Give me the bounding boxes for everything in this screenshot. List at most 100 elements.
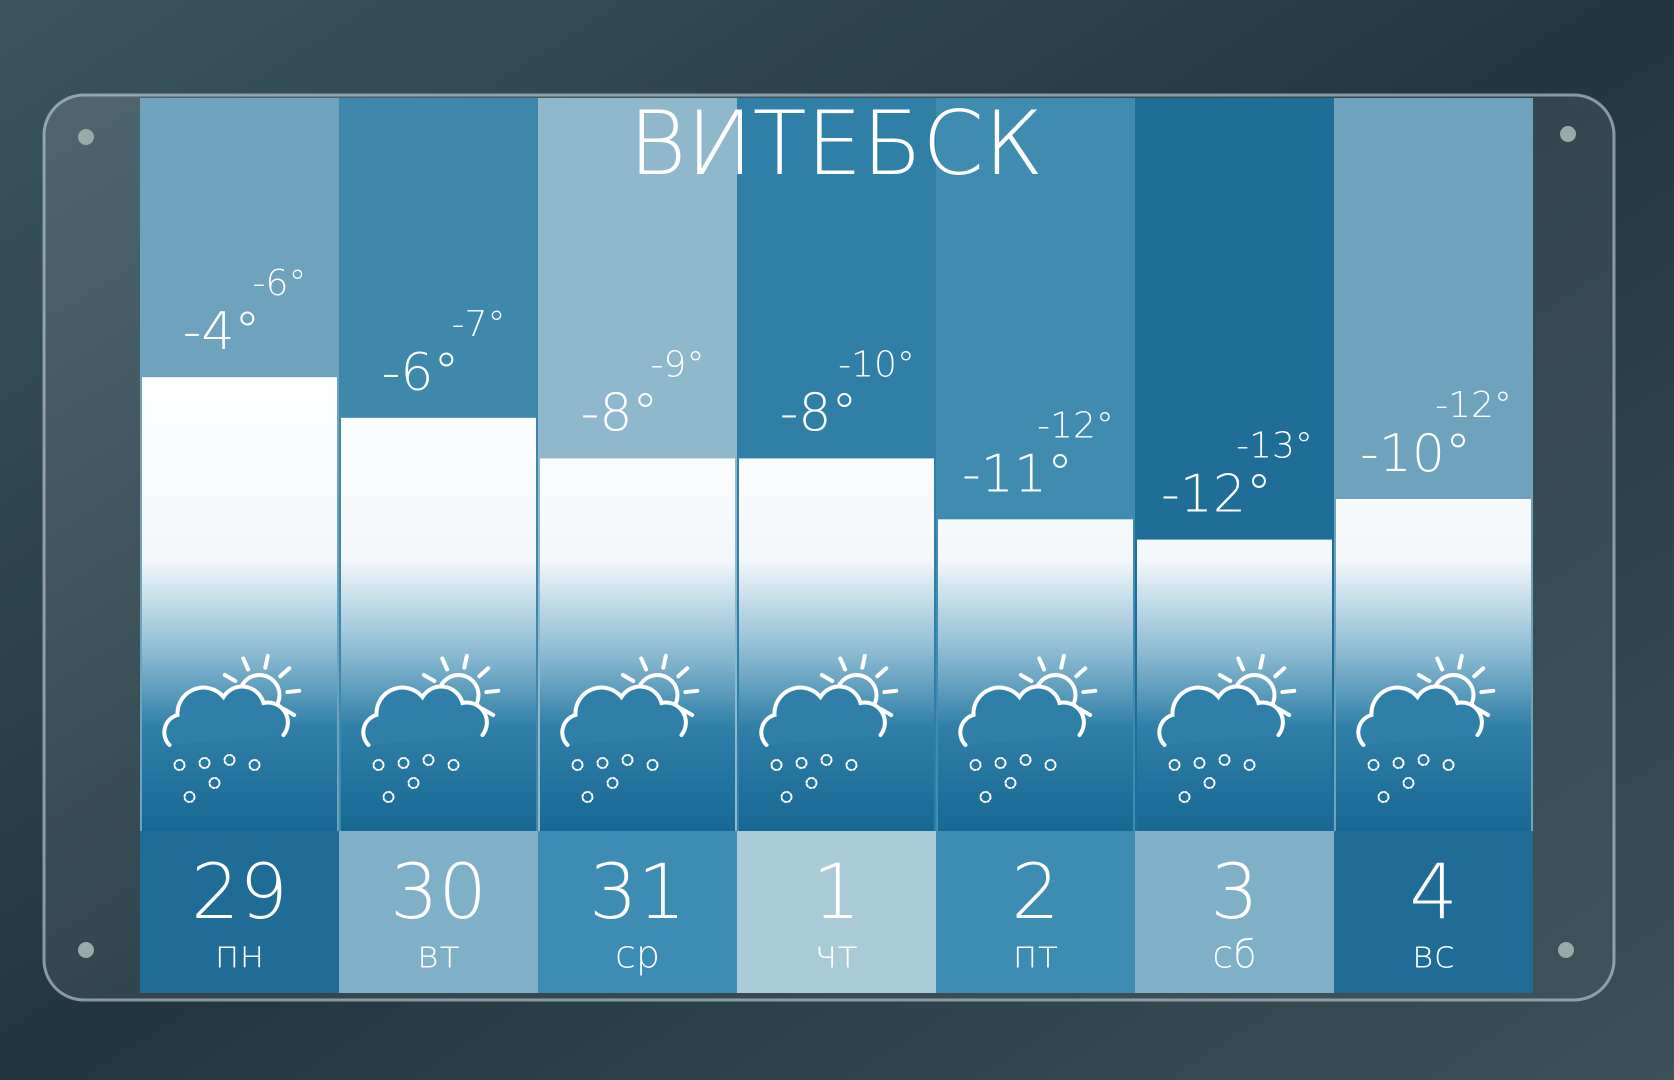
- sun-ray: [1059, 653, 1066, 670]
- night-temperature: -10°: [838, 344, 915, 385]
- weather-icon: [958, 653, 1098, 803]
- sun-ray: [263, 653, 270, 670]
- snowflake: [646, 759, 659, 771]
- sun-ray: [222, 673, 238, 683]
- date-band: [140, 831, 339, 993]
- sun-ray: [1273, 666, 1287, 679]
- sun-ray: [278, 666, 292, 679]
- sun-ray: [1280, 688, 1297, 695]
- weather-icon: [361, 653, 501, 803]
- day-temperature: -10°: [1360, 424, 1471, 484]
- weekday: пн: [215, 933, 265, 977]
- snowflake: [581, 791, 594, 803]
- sun-ray: [1074, 666, 1088, 679]
- date-band: [339, 831, 538, 993]
- snowflake: [1193, 757, 1206, 769]
- snowflake: [606, 777, 619, 789]
- date-band: [538, 831, 737, 993]
- snowflake: [1178, 791, 1191, 803]
- cloud: [759, 684, 887, 747]
- temperature-bar: [739, 458, 934, 831]
- day-temperature: -6°: [382, 343, 460, 403]
- snowflake: [795, 757, 808, 769]
- day-temperature: -8°: [780, 383, 858, 443]
- snowflake: [1367, 759, 1380, 771]
- sun-ray: [1472, 666, 1486, 679]
- date-band: [1334, 831, 1533, 993]
- cloud: [162, 684, 290, 747]
- sun-ray: [1081, 688, 1098, 695]
- weather-icon: [162, 653, 302, 803]
- date: 31: [589, 847, 686, 936]
- sun-ray: [477, 666, 491, 679]
- screw: [1560, 126, 1576, 142]
- sun-ray: [661, 653, 668, 670]
- temperature-bar: [1336, 499, 1531, 831]
- date-band: [737, 831, 936, 993]
- snowflake: [1442, 759, 1455, 771]
- night-temperature: -6°: [253, 263, 307, 304]
- sun-ray: [1479, 688, 1496, 695]
- snowflake: [208, 777, 221, 789]
- weekday: вс: [1412, 933, 1455, 977]
- snowflake: [770, 759, 783, 771]
- sun-ray: [620, 673, 636, 683]
- weather-icon: [759, 653, 899, 803]
- snowflake: [805, 777, 818, 789]
- sun-ray: [683, 688, 700, 695]
- sun-ray: [1037, 656, 1047, 672]
- weekday: чт: [815, 933, 858, 977]
- date: 1: [812, 847, 860, 936]
- snowflake: [447, 759, 460, 771]
- sun-ray: [1236, 656, 1246, 672]
- snowflake: [979, 791, 992, 803]
- temperature-bar: [341, 417, 536, 831]
- snowflake: [173, 759, 186, 771]
- sun-ray: [1018, 673, 1034, 683]
- weekday: ср: [615, 933, 660, 977]
- cloud: [1356, 684, 1484, 747]
- snowflake: [571, 759, 584, 771]
- snowflake: [969, 759, 982, 771]
- sun-ray: [241, 656, 251, 672]
- weather-icon: [560, 653, 700, 803]
- sun-ray: [440, 656, 450, 672]
- snowflake: [1004, 777, 1017, 789]
- snowflake: [1243, 759, 1256, 771]
- sun-ray: [819, 673, 835, 683]
- night-temperature: -13°: [1236, 426, 1313, 467]
- snowflake: [1417, 754, 1430, 766]
- cloud: [1157, 684, 1285, 747]
- date: 30: [390, 847, 487, 936]
- weather-icon: [1356, 653, 1496, 803]
- sun-ray: [1416, 673, 1432, 683]
- weekday: пт: [1013, 933, 1059, 977]
- snowflake: [1402, 777, 1415, 789]
- weekday: вт: [417, 933, 460, 977]
- sun-ray: [1435, 656, 1445, 672]
- date: 4: [1409, 847, 1457, 936]
- snowflake: [820, 754, 833, 766]
- night-temperature: -7°: [452, 304, 506, 345]
- snowflake: [845, 759, 858, 771]
- weekday: сб: [1212, 933, 1256, 977]
- day-temperature: -12°: [1161, 465, 1272, 525]
- city-title: ВИТЕБСК: [629, 92, 1044, 195]
- sun-ray: [462, 653, 469, 670]
- temperature-bar: [938, 519, 1133, 831]
- sun-ray: [421, 673, 437, 683]
- sun-ray: [1217, 673, 1233, 683]
- snowflake: [1044, 759, 1057, 771]
- day-temperature: -4°: [183, 302, 261, 362]
- cloud: [958, 684, 1086, 747]
- date: 3: [1210, 847, 1258, 936]
- date-band: [1135, 831, 1334, 993]
- night-temperature: -12°: [1435, 385, 1512, 426]
- sun-ray: [882, 688, 899, 695]
- sun-ray: [285, 688, 302, 695]
- cloud: [361, 684, 489, 747]
- snowflake: [397, 757, 410, 769]
- night-temperature: -9°: [651, 344, 705, 385]
